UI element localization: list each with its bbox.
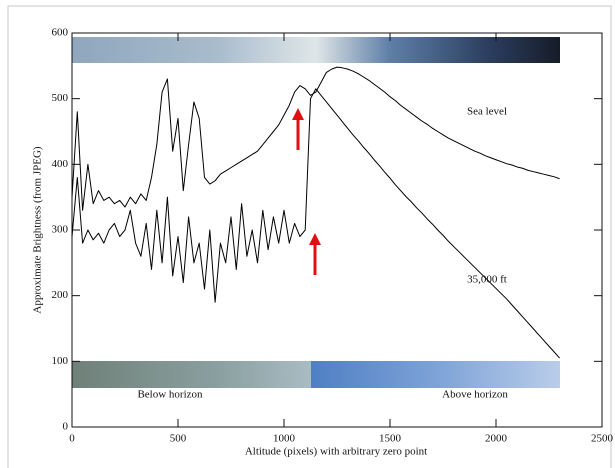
y-tick-label: 0 (63, 421, 69, 433)
frame (7, 5, 612, 468)
x-tick-label: 2000 (485, 433, 508, 445)
x-tick-label: 500 (170, 433, 187, 445)
y-axis-label: Approximate Brightness (from JPEG) (32, 146, 44, 313)
x-tick-label: 0 (69, 433, 75, 445)
x-tick-label: 2500 (591, 433, 614, 445)
red-arrow (292, 108, 304, 150)
x-axis-label: Altitude (pixels) with arbitrary zero po… (245, 446, 427, 458)
sky-strip (72, 37, 560, 63)
series-line (71, 88, 560, 359)
x-tick-label: 1500 (379, 433, 402, 445)
annotation: Below horizon (137, 389, 203, 401)
red-arrow (309, 233, 321, 275)
y-tick-label: 500 (52, 92, 69, 104)
series-line (71, 66, 560, 211)
y-tick-label: 400 (52, 158, 69, 170)
series-label: Sea level (467, 106, 507, 118)
horizon-strip (72, 361, 560, 388)
y-tick-label: 100 (52, 355, 69, 367)
y-tick-label: 200 (52, 289, 69, 301)
series-label: 35,000 ft (467, 274, 507, 286)
annotation: Above horizon (442, 389, 508, 401)
y-tick-label: 600 (52, 27, 69, 39)
y-tick-label: 300 (52, 224, 69, 236)
x-tick-label: 1000 (273, 433, 296, 445)
